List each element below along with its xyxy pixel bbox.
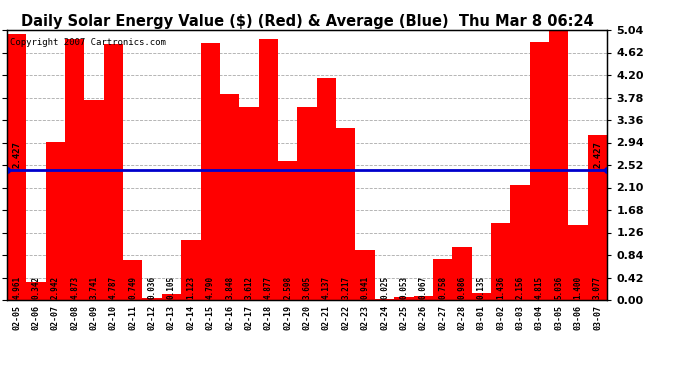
Bar [201,44,220,300]
Text: 4.787: 4.787 [109,276,118,299]
Text: 2.427: 2.427 [12,141,21,168]
Title: Daily Solar Energy Value ($) (Red) & Average (Blue)  Thu Mar 8 06:24: Daily Solar Energy Value ($) (Red) & Ave… [21,14,593,29]
Text: 4.961: 4.961 [12,276,21,299]
Bar [181,240,201,300]
Bar [511,184,530,300]
Bar [317,78,336,300]
Bar [491,223,511,300]
Text: 3.077: 3.077 [593,276,602,299]
Bar [355,250,375,300]
Bar [413,296,433,300]
Bar [104,44,123,300]
Text: 2.427: 2.427 [593,141,602,168]
Text: 0.105: 0.105 [167,276,176,299]
Text: 0.749: 0.749 [128,276,137,299]
Bar [530,42,549,300]
Text: 3.848: 3.848 [225,276,234,299]
Text: 3.217: 3.217 [342,276,351,299]
Text: 4.877: 4.877 [264,276,273,299]
Bar [433,260,452,300]
Bar [297,107,317,300]
Text: 0.986: 0.986 [457,276,466,299]
Bar [142,298,162,300]
Bar [84,100,103,300]
Text: 1.436: 1.436 [496,276,505,299]
Text: 1.123: 1.123 [186,276,195,299]
Bar [259,39,278,300]
Bar [394,297,413,300]
Text: 1.400: 1.400 [573,276,582,299]
Text: 0.025: 0.025 [380,276,389,299]
Text: 0.758: 0.758 [438,276,447,299]
Text: 0.067: 0.067 [419,276,428,299]
Text: 3.612: 3.612 [244,276,253,299]
Text: 4.815: 4.815 [535,276,544,299]
Text: 3.741: 3.741 [90,276,99,299]
Text: 0.941: 0.941 [361,276,370,299]
Text: 2.156: 2.156 [515,276,524,299]
Bar [162,294,181,300]
Text: 0.342: 0.342 [32,276,41,299]
Bar [569,225,588,300]
Text: 4.137: 4.137 [322,276,331,299]
Bar [26,282,46,300]
Text: 4.790: 4.790 [206,276,215,299]
Text: 3.605: 3.605 [302,276,312,299]
Bar [336,128,355,300]
Text: 2.942: 2.942 [51,276,60,299]
Bar [65,39,84,300]
Bar [452,247,472,300]
Bar [220,94,239,300]
Bar [239,106,259,300]
Bar [375,298,394,300]
Bar [7,34,26,300]
Text: 0.036: 0.036 [148,276,157,299]
Bar [123,260,142,300]
Text: 2.598: 2.598 [283,276,292,299]
Text: 0.053: 0.053 [400,276,408,299]
Bar [278,161,297,300]
Bar [46,142,65,300]
Text: 5.036: 5.036 [554,276,563,299]
Text: 0.135: 0.135 [477,276,486,299]
Bar [588,135,607,300]
Bar [472,293,491,300]
Text: 4.873: 4.873 [70,276,79,299]
Bar [549,30,569,300]
Text: Copyright 2007 Cartronics.com: Copyright 2007 Cartronics.com [10,38,166,47]
